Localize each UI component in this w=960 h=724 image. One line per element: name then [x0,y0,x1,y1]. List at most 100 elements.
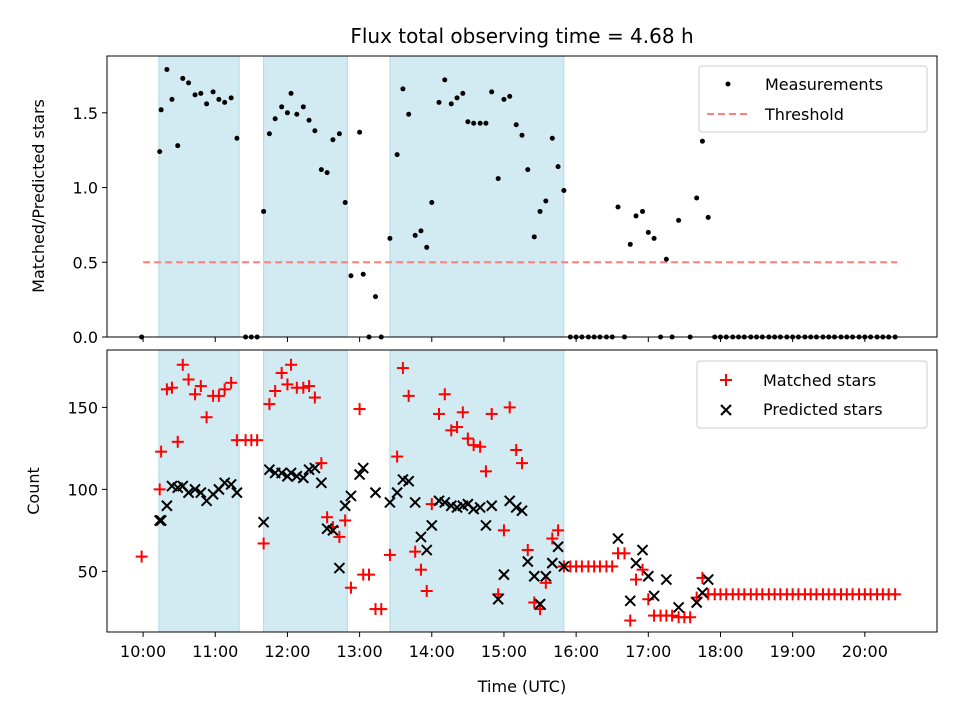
matched-star-marker [375,603,388,616]
measurement-point [330,137,336,143]
measurement-point [448,101,454,107]
x-tick-label: 16:00 [553,642,599,661]
matched-star-marker [218,383,231,396]
predicted-star-marker [402,475,415,487]
measurement-point [216,96,222,102]
measurement-point [549,135,555,141]
matched-star-marker [636,563,649,576]
predicted-star-marker [161,500,173,512]
matched-star-marker [269,384,282,397]
measurement-point [489,89,495,95]
measurement-point [272,116,278,122]
legend-measurement-marker [725,81,731,87]
measurement-point [442,77,448,83]
matched-star-marker [624,614,637,627]
measurement-point [561,188,567,194]
matched-star-marker [630,573,643,586]
measurement-point [495,176,501,182]
measurement-point [412,232,418,238]
measurement-point [158,107,164,113]
observing-window [389,349,565,633]
measurement-point [234,135,240,141]
x-tick-label: 12:00 [264,642,310,661]
matched-star-marker [212,389,225,402]
predicted-star-marker [546,557,559,569]
predicted-star-marker [426,519,438,532]
predicted-star-marker [648,590,660,602]
measurement-point [406,111,412,117]
matched-star-marker [176,358,189,371]
legend-measurements: Measurements [765,75,883,94]
matched-star-marker [165,381,178,394]
predicted-star-marker [225,478,237,491]
measurement-point [394,152,400,158]
matched-star-marker [396,362,409,375]
predicted-star-marker [327,524,339,537]
predicted-star-marker [540,570,552,582]
matched-star-marker [194,380,207,393]
matched-star-marker [461,432,474,445]
predicted-star-marker [384,496,396,509]
matched-star-marker [189,388,202,401]
predicted-star-marker [309,462,321,474]
y-tick-label: 0.0 [73,328,98,347]
measurement-point [424,244,430,250]
measurement-point [357,129,363,135]
measurement-point [465,119,471,125]
predicted-star-marker [155,514,167,527]
observing-window [389,55,565,338]
ratio-legend: Measurements Threshold [698,65,928,133]
matched-star-marker [135,550,148,563]
measurement-point [471,120,477,126]
matched-star-marker [308,391,321,404]
measurement-point [483,120,489,126]
measurement-point [198,90,204,96]
measurement-point [543,198,549,204]
predicted-star-marker [516,504,528,517]
matched-star-marker [303,380,316,393]
measurement-point [288,90,294,96]
matched-star-marker [362,568,375,581]
legend-matched: Matched stars [763,371,876,390]
measurement-point [615,204,621,210]
chart-title: Flux total observing time = 4.68 h [350,24,693,48]
predicted-star-marker [612,532,624,545]
predicted-star-marker [552,541,564,553]
predicted-star-marker [528,570,540,582]
matched-star-marker [539,576,552,589]
matched-star-marker [402,389,415,402]
predicted-star-marker [195,486,207,499]
ratio-x-ticks [142,337,866,342]
measurement-point [192,92,198,98]
matched-star-marker [546,532,559,545]
measurement-point [266,131,272,137]
matched-star-marker [485,407,498,420]
y-tick-label: 1.0 [73,179,98,198]
measurement-point [651,235,657,241]
measurement-point [694,195,700,201]
measurement-point [312,128,318,134]
predicted-star-marker [522,555,534,568]
matched-star-marker [251,434,264,447]
matched-star-marker [225,376,238,389]
matched-star-marker [606,560,619,573]
measurement-point [699,138,705,144]
measurement-point [175,143,181,149]
matched-star-marker [433,407,445,420]
measurement-point [157,149,163,155]
measurement-point [525,167,531,173]
measurement-point [519,132,525,138]
x-tick-label: 15:00 [481,642,527,661]
measurement-point [513,122,519,128]
matched-star-marker [315,457,328,470]
matched-star-marker [153,483,166,496]
measurement-point [645,229,651,235]
ratio-y-label: Matched/Predicted stars [29,99,48,293]
predicted-star-marker [409,496,421,509]
measurement-point [633,213,639,219]
count-y-ticks: 50 100 150 [67,398,107,581]
measurement-point [279,104,285,110]
predicted-star-marker [630,557,642,569]
y-tick-label: 1.5 [73,104,98,123]
